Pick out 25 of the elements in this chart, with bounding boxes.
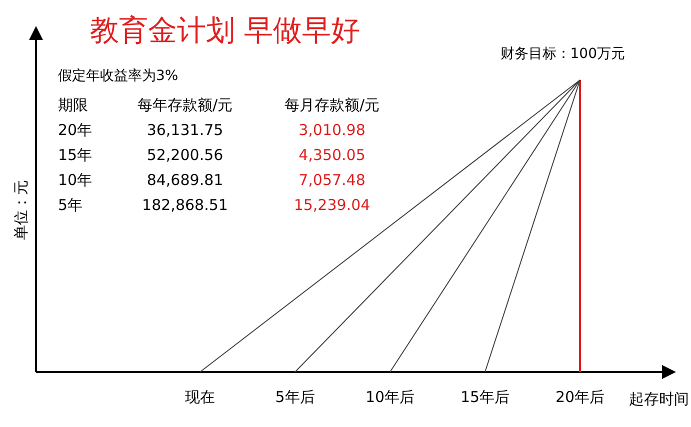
x-tick-label: 10年后 <box>365 388 415 406</box>
chart-title: 教育金计划 早做早好 <box>90 13 360 47</box>
annotation: 36,131.75 <box>146 121 224 139</box>
text: 15年 <box>58 146 92 164</box>
annotation: 每月存款额/元 <box>284 96 380 114</box>
x-tick-label: 现在 <box>185 388 215 406</box>
annotation: 84,689.81 <box>146 171 224 189</box>
annotation: 4,350.05 <box>298 146 366 164</box>
annotation: 52,200.56 <box>146 146 224 164</box>
x-tick-label: 15年后 <box>460 388 510 406</box>
x-axis-title: 起存时间 <box>629 390 689 408</box>
annotation: 财务目标：100万元 <box>500 46 625 62</box>
text: 20年 <box>58 121 92 139</box>
text: 10年 <box>58 171 92 189</box>
x-tick-label: 5年后 <box>275 388 315 406</box>
x-tick-label: 20年后 <box>555 388 605 406</box>
annotation: 7,057.48 <box>298 171 366 189</box>
text: 单位：元 <box>12 180 30 240</box>
annotation: 3,010.98 <box>298 121 366 139</box>
annotation: 15,239.04 <box>294 196 370 214</box>
annotation: 假定年收益率为3% <box>58 68 178 84</box>
text: 期限 <box>58 96 88 114</box>
annotation: 182,868.51 <box>142 196 228 214</box>
text: 5年 <box>58 196 83 214</box>
annotation: 每年存款额/元 <box>137 96 233 114</box>
